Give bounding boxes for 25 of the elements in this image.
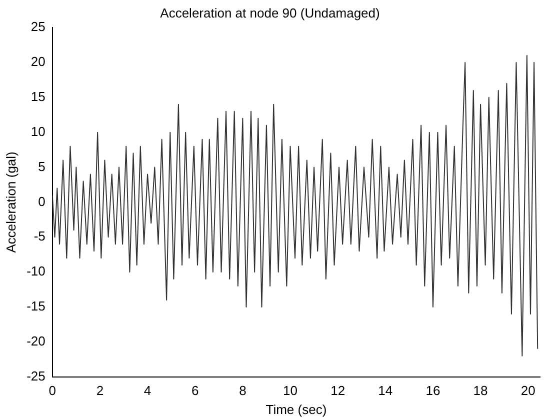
x-tick-label: 0 [48, 383, 56, 398]
y-tick-label: -10 [26, 264, 46, 279]
y-tick-label: -5 [34, 228, 46, 244]
y-tick-label: -25 [26, 368, 46, 384]
y-tick-label: 0 [38, 194, 46, 209]
x-tick-label: 2 [96, 383, 104, 398]
y-tick-label: 25 [30, 19, 46, 34]
x-tick-label: 18 [473, 383, 488, 398]
y-tick-label: 15 [30, 89, 46, 104]
x-tick-label: 20 [520, 383, 536, 398]
y-tick-label: -20 [26, 333, 46, 348]
x-tick-label: 10 [283, 383, 298, 398]
y-tick-label: -15 [26, 298, 46, 314]
y-tick-label: 10 [30, 124, 46, 139]
x-tick-label: 14 [378, 383, 393, 398]
y-axis-title: Acceleration (gal) [3, 152, 18, 253]
x-tick-label: 6 [191, 383, 199, 398]
x-tick-label: 16 [426, 383, 440, 398]
x-tick-label: 12 [330, 383, 346, 398]
y-tick-label: 20 [30, 54, 46, 70]
x-axis-title: Time (sec) [266, 402, 327, 417]
x-tick-label: 8 [239, 383, 246, 398]
x-tick-label: 4 [144, 383, 152, 398]
y-tick-label: 5 [38, 158, 46, 174]
chart-title: Acceleration at node 90 (Undamaged) [160, 5, 380, 20]
